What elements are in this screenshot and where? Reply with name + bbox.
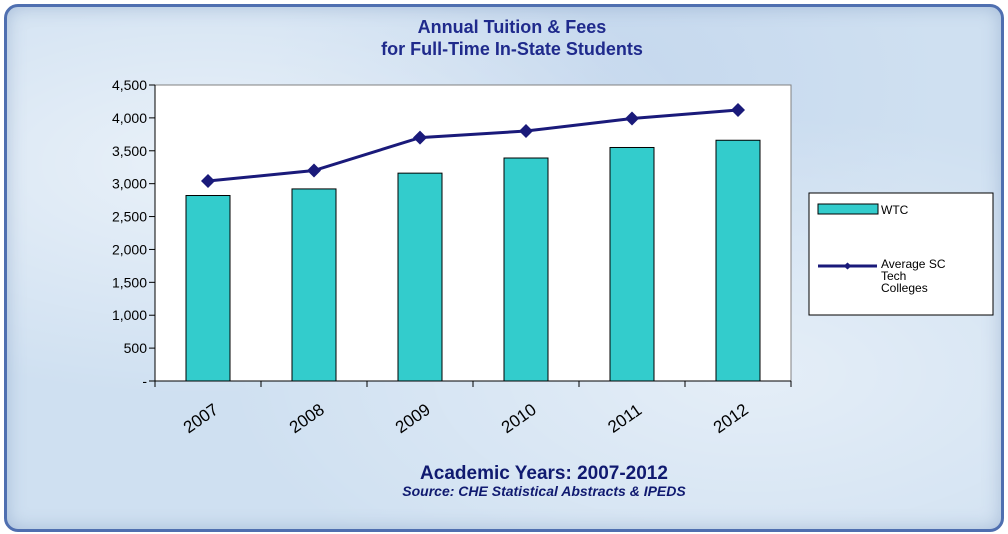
x-axis: 2007 2008 2009 2010 2011 2012: [154, 380, 792, 437]
bar-wtc-2007: [185, 195, 231, 382]
y-tick-label: 3,500: [112, 143, 147, 159]
legend-label-wtc: WTC: [881, 203, 909, 217]
legend: WTC Average SC Tech Colleges: [808, 192, 994, 316]
footer-caption: Academic Years: 2007-2012: [420, 463, 668, 484]
bar-wtc-2009: [397, 172, 443, 382]
point-avg-sc-2007: [201, 174, 215, 189]
x-tick-label: 2011: [604, 400, 645, 437]
y-tick-label: 2,500: [112, 209, 147, 225]
legend-label-avg-line-2: Tech: [881, 269, 906, 283]
point-avg-sc-2012: [731, 102, 745, 117]
point-avg-sc-2011: [625, 111, 639, 126]
y-tick-label: 500: [124, 340, 148, 356]
point-avg-sc-2009: [413, 130, 427, 145]
legend-swatch-wtc: [817, 203, 879, 215]
y-axis: - 500 1,000 1,500 2,000 2,500 3,000 3,500 4,000 4…: [112, 77, 156, 389]
x-tick-label: 2007: [180, 400, 222, 437]
footer-source: Source: CHE Statistical Abstracts & IPED…: [402, 483, 686, 499]
x-tick-label: 2010: [498, 400, 540, 437]
x-tick-label: 2012: [710, 400, 752, 437]
y-tick-label: 4,500: [112, 77, 147, 93]
bar-wtc-2010: [503, 157, 549, 382]
bar-series: [185, 139, 761, 382]
point-avg-sc-2010: [519, 124, 533, 139]
bar-wtc-2011: [609, 146, 655, 382]
y-tick-label: 1,500: [112, 274, 147, 290]
line-avg-sc-path: [207, 108, 739, 183]
y-tick-label: -: [142, 373, 147, 389]
chart-title-line-2: for Full-Time In-State Students: [381, 39, 643, 59]
legend-label-avg-line-1: Average SC: [881, 257, 946, 271]
bar-wtc-2008: [291, 188, 337, 382]
y-tick-label: 3,000: [112, 176, 147, 192]
chart-frame: Annual Tuition & Fees for Full-Time In-S…: [4, 4, 1004, 532]
y-tick-label: 1,000: [112, 307, 147, 323]
line-series: [201, 102, 745, 189]
plot-area: [154, 84, 792, 382]
x-tick-label: 2008: [286, 400, 328, 437]
bar-wtc-2012: [715, 139, 761, 382]
legend-marker: [843, 262, 852, 270]
y-tick-label: 2,000: [112, 241, 147, 257]
chart-svg: Annual Tuition & Fees for Full-Time In-S…: [112, 17, 994, 499]
point-avg-sc-2008: [307, 163, 321, 178]
legend-label-avg-line-3: Colleges: [881, 281, 928, 295]
x-tick-label: 2009: [392, 400, 434, 437]
chart-title-line-1: Annual Tuition & Fees: [418, 17, 607, 37]
y-tick-label: 4,000: [112, 110, 147, 126]
